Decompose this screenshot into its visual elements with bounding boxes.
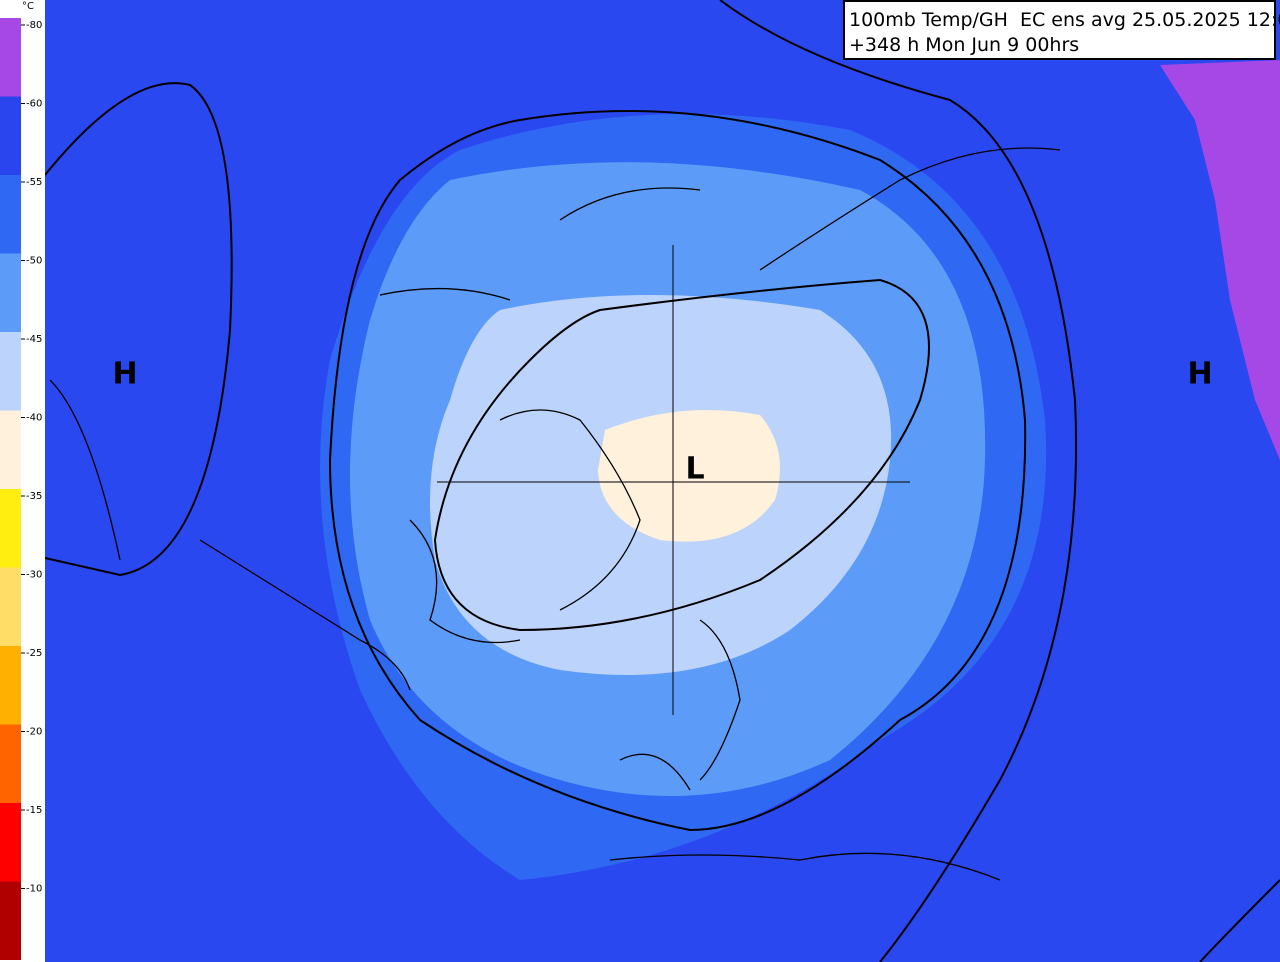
legend: -80 -60 -55 -50 -45 -40 -35 -30 -25 -20 -15 -10 — [0, 18, 42, 960]
low-marker: L — [685, 452, 704, 487]
legend-unit: °C — [22, 1, 34, 12]
legend-swatch — [0, 489, 21, 568]
high-marker: H — [112, 357, 137, 392]
legend-swatch — [0, 253, 21, 332]
coastlines — [49, 147, 1061, 881]
crosshair — [437, 245, 910, 715]
legend-label: -30 — [26, 570, 42, 581]
legend-label: -40 — [26, 413, 42, 424]
legend-label: -60 — [26, 99, 42, 110]
legend-label: -35 — [26, 491, 42, 502]
legend-swatch — [0, 646, 21, 725]
legend-label: -15 — [26, 805, 42, 816]
band-40 — [598, 410, 780, 542]
legend-label: -25 — [26, 648, 42, 659]
legend-swatch — [0, 567, 21, 646]
legend-label: -10 — [26, 884, 42, 895]
height-contours — [44, 0, 1280, 962]
legend-swatch — [0, 18, 21, 97]
legend-swatch — [0, 803, 21, 882]
legend-swatch — [0, 724, 21, 803]
high-marker: H — [1187, 357, 1212, 392]
legend-label: -55 — [26, 177, 42, 188]
legend-swatch — [0, 881, 21, 960]
legend-swatch — [0, 96, 21, 175]
purple-region — [1160, 60, 1280, 460]
title-line: 100mb Temp/GH EC ens avg 25.05.2025 12:0… — [849, 9, 1280, 31]
legend-swatch — [0, 332, 21, 411]
title-box: 100mb Temp/GH EC ens avg 25.05.2025 12:0… — [843, 0, 1280, 60]
legend-label: -20 — [26, 727, 42, 738]
subtitle-line: +348 h Mon Jun 9 00hrs — [849, 34, 1080, 56]
legend-swatch — [0, 410, 21, 489]
legend-label: -80 — [26, 20, 42, 31]
legend-swatch — [0, 175, 21, 254]
legend-label: -45 — [26, 334, 42, 345]
legend-label: -50 — [26, 256, 42, 267]
